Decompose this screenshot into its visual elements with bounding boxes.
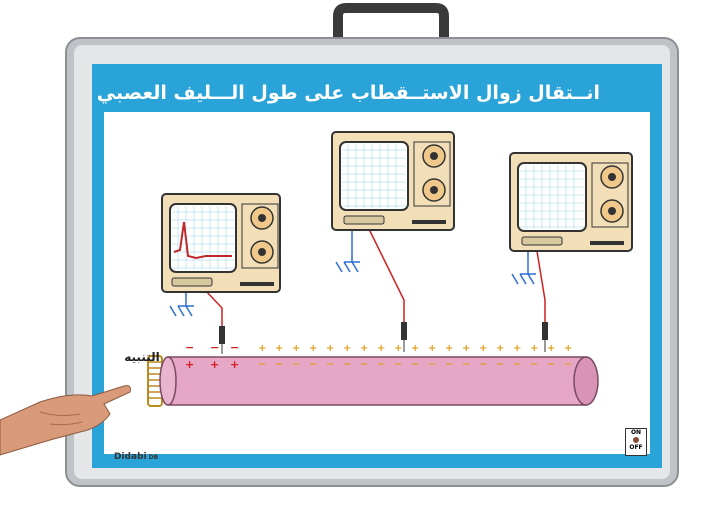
positive-charge: + — [210, 358, 219, 371]
negative-charge: − — [326, 359, 334, 370]
negative-charge: − — [394, 359, 402, 370]
negative-charge: − — [445, 359, 453, 370]
positive-charge: + — [547, 343, 555, 354]
positive-charge: + — [564, 343, 572, 354]
positive-charge: + — [309, 343, 317, 354]
action-potential-trace — [173, 221, 232, 260]
negative-charge: − — [360, 359, 368, 370]
negative-charge: − — [513, 359, 521, 370]
carry-handle — [333, 3, 449, 42]
positive-charge: + — [326, 343, 334, 354]
negative-charge: − — [210, 341, 219, 354]
positive-charge: + — [496, 343, 504, 354]
electrodes — [219, 322, 548, 354]
oscilloscope-right — [509, 152, 633, 252]
positive-charge: + — [513, 343, 521, 354]
negative-charge: − — [258, 359, 266, 370]
positive-charge: + — [275, 343, 283, 354]
positive-charge: + — [292, 343, 300, 354]
negative-charge: − — [230, 341, 239, 354]
charge-row: +−+−+−+−+−+−+−+−+−+−+−+−+−+−+−+−+−+−+− — [258, 343, 572, 370]
positive-charge: + — [445, 343, 453, 354]
oscilloscope-middle — [331, 131, 455, 231]
negative-charge: − — [564, 359, 572, 370]
positive-charge: + — [377, 343, 385, 354]
brand-logo: Didabi DB — [114, 452, 158, 462]
stimulus-label: التنبيه — [124, 350, 160, 364]
brand-name: Didabi — [114, 452, 147, 462]
brand-suffix: DB — [148, 454, 159, 461]
negative-charge: − — [275, 359, 283, 370]
positive-charge: + — [343, 343, 351, 354]
negative-charge: − — [292, 359, 300, 370]
positive-charge: + — [530, 343, 538, 354]
positive-charge: + — [479, 343, 487, 354]
positive-charge: + — [185, 358, 194, 371]
negative-charge: − — [462, 359, 470, 370]
negative-charge: − — [496, 359, 504, 370]
negative-charge: − — [411, 359, 419, 370]
negative-charge: − — [530, 359, 538, 370]
positive-charge: + — [462, 343, 470, 354]
switch-knob-icon — [633, 437, 639, 443]
switch-on-label: ON — [630, 429, 642, 436]
positive-charge: + — [394, 343, 402, 354]
positive-charge: + — [411, 343, 419, 354]
oscilloscope-left — [161, 193, 281, 293]
positive-charge: + — [360, 343, 368, 354]
nerve-fiber — [159, 356, 599, 406]
negative-charge: − — [479, 359, 487, 370]
power-switch[interactable]: ON OFF — [625, 428, 647, 456]
negative-charge: − — [428, 359, 436, 370]
negative-charge: − — [547, 359, 555, 370]
hand-pointing-icon — [0, 385, 131, 456]
membrane-charges: − − − + + + — [185, 341, 239, 371]
ground-icon — [169, 228, 536, 317]
positive-charge: + — [428, 343, 436, 354]
negative-charge: − — [377, 359, 385, 370]
positive-charge: + — [230, 358, 239, 371]
probe-wires — [204, 224, 546, 326]
board-title: انــتقال زوال الاستــقطاب على طول الـــل… — [96, 82, 600, 104]
negative-charge: − — [343, 359, 351, 370]
switch-off-label: OFF — [629, 444, 643, 451]
positive-charge: + — [258, 343, 266, 354]
negative-charge: − — [309, 359, 317, 370]
negative-charge: − — [185, 341, 194, 354]
